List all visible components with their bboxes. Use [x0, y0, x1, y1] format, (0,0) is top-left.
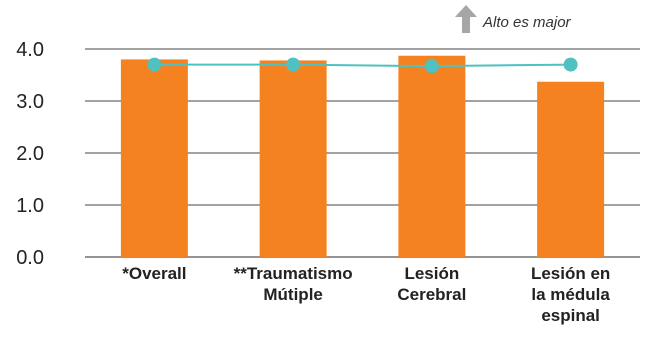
y-tick-label: 0.0 — [16, 247, 44, 269]
bar — [537, 81, 605, 257]
bar — [398, 55, 466, 258]
y-tick-label: 3.0 — [16, 91, 44, 113]
bar — [120, 59, 188, 258]
line-point — [424, 59, 439, 74]
up-arrow-icon — [455, 5, 477, 33]
x-tick-label: Lesión en la médula espinal — [531, 264, 610, 325]
x-tick-label: Lesión Cerebral — [397, 264, 466, 304]
y-tick-label: 4.0 — [16, 39, 44, 61]
line-point — [147, 57, 162, 72]
line-point — [563, 57, 578, 72]
line-point — [286, 57, 301, 72]
y-tick-label: 1.0 — [16, 195, 44, 217]
higher-is-better-note: Alto es major — [455, 5, 572, 33]
y-tick-label: 2.0 — [16, 143, 44, 165]
x-tick-label: *Overall — [122, 264, 186, 283]
y-axis-ticks: 0.0 1.0 2.0 3.0 4.0 — [16, 39, 44, 269]
x-tick-label: **Traumatismo Mútiple — [234, 264, 353, 304]
line-series — [147, 57, 578, 74]
bar — [259, 60, 327, 257]
x-axis-labels: *Overall **Traumatismo Mútiple Lesión Cerebr… — [122, 264, 610, 325]
series-line — [154, 63, 571, 68]
bars — [120, 55, 605, 258]
note-text: Alto es major — [482, 14, 572, 31]
